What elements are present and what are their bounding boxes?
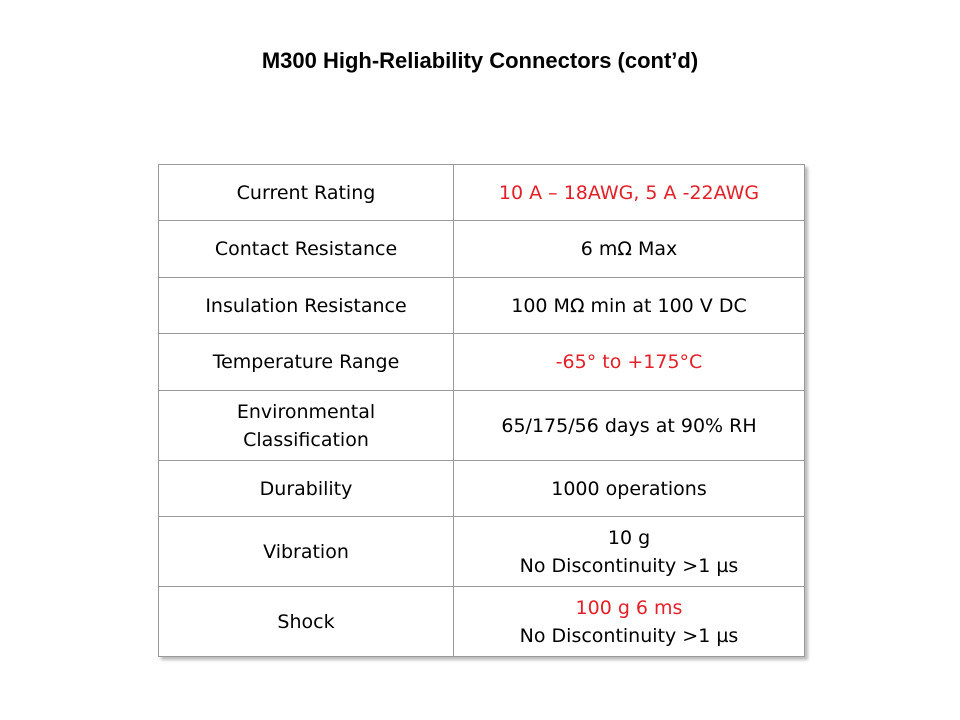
label-line: Contact Resistance xyxy=(214,238,398,260)
row-label: Insulation Resistance xyxy=(158,277,454,334)
value-line: 1000 operations xyxy=(551,477,707,500)
label-line: Classification xyxy=(243,428,369,451)
table-row: Current Rating 10 A – 18AWG, 5 A -22AWG xyxy=(158,164,805,221)
row-label: Contact Resistance xyxy=(158,220,454,278)
table-row: Shock 100 g 6 ms No Discontinuity >1 µs xyxy=(158,586,805,657)
value-line: 100 g 6 ms xyxy=(575,596,683,619)
row-label: Temperature Range xyxy=(158,333,454,391)
row-value: 100 MΩ min at 100 V DC xyxy=(453,277,805,334)
label-line: Vibration xyxy=(263,540,349,563)
row-value: 10 A – 18AWG, 5 A -22AWG xyxy=(453,164,805,221)
value-line: 65/175/56 days at 90% RH xyxy=(501,414,757,437)
value-line: No Discontinuity >1 µs xyxy=(519,554,739,577)
label-line: Environmental xyxy=(236,400,376,423)
table-row: Vibration 10 g No Discontinuity >1 µs xyxy=(158,516,805,587)
table-row: Environmental Classification 65/175/56 day… xyxy=(158,390,805,461)
row-value: 1000 operations xyxy=(453,460,805,517)
value-line: 100 MΩ min at 100 V DC xyxy=(511,294,747,317)
label-line: Insulation Resistance xyxy=(205,294,407,317)
row-value: 100 g 6 ms No Discontinuity >1 µs xyxy=(453,586,805,657)
row-label: Shock xyxy=(158,586,454,657)
row-value: 65/175/56 days at 90% RH xyxy=(453,390,805,461)
table-row: Temperature Range -65° to +175°C xyxy=(158,333,805,391)
value-line: 10 A – 18AWG, 5 A -22AWG xyxy=(498,181,760,204)
row-label: Vibration xyxy=(158,516,454,587)
label-line: Durability xyxy=(259,477,353,500)
value-line: 10 g xyxy=(607,526,651,549)
slide-title: M300 High-Reliability Connectors (cont’d… xyxy=(261,48,699,73)
label-line: Temperature Range xyxy=(212,351,400,373)
row-label: Environmental Classification xyxy=(158,390,454,461)
row-value: 10 g No Discontinuity >1 µs xyxy=(453,516,805,587)
table-row: Durability 1000 operations xyxy=(158,460,805,517)
label-line: Shock xyxy=(277,610,335,633)
row-label: Durability xyxy=(158,460,454,517)
row-value: 6 mΩ Max xyxy=(453,220,805,278)
row-value: -65° to +175°C xyxy=(453,333,805,391)
table-row: Insulation Resistance 100 MΩ min at 100 V… xyxy=(158,277,805,334)
label-line: Current Rating xyxy=(236,181,376,204)
value-line: 6 mΩ Max xyxy=(580,238,678,260)
row-label: Current Rating xyxy=(158,164,454,221)
value-line: No Discontinuity >1 µs xyxy=(519,624,739,647)
spec-table: Current Rating 10 A – 18AWG, 5 A -22AWG Co… xyxy=(158,164,805,657)
table-row: Contact Resistance 6 mΩ Max xyxy=(158,220,805,278)
value-line: -65° to +175°C xyxy=(555,351,703,373)
